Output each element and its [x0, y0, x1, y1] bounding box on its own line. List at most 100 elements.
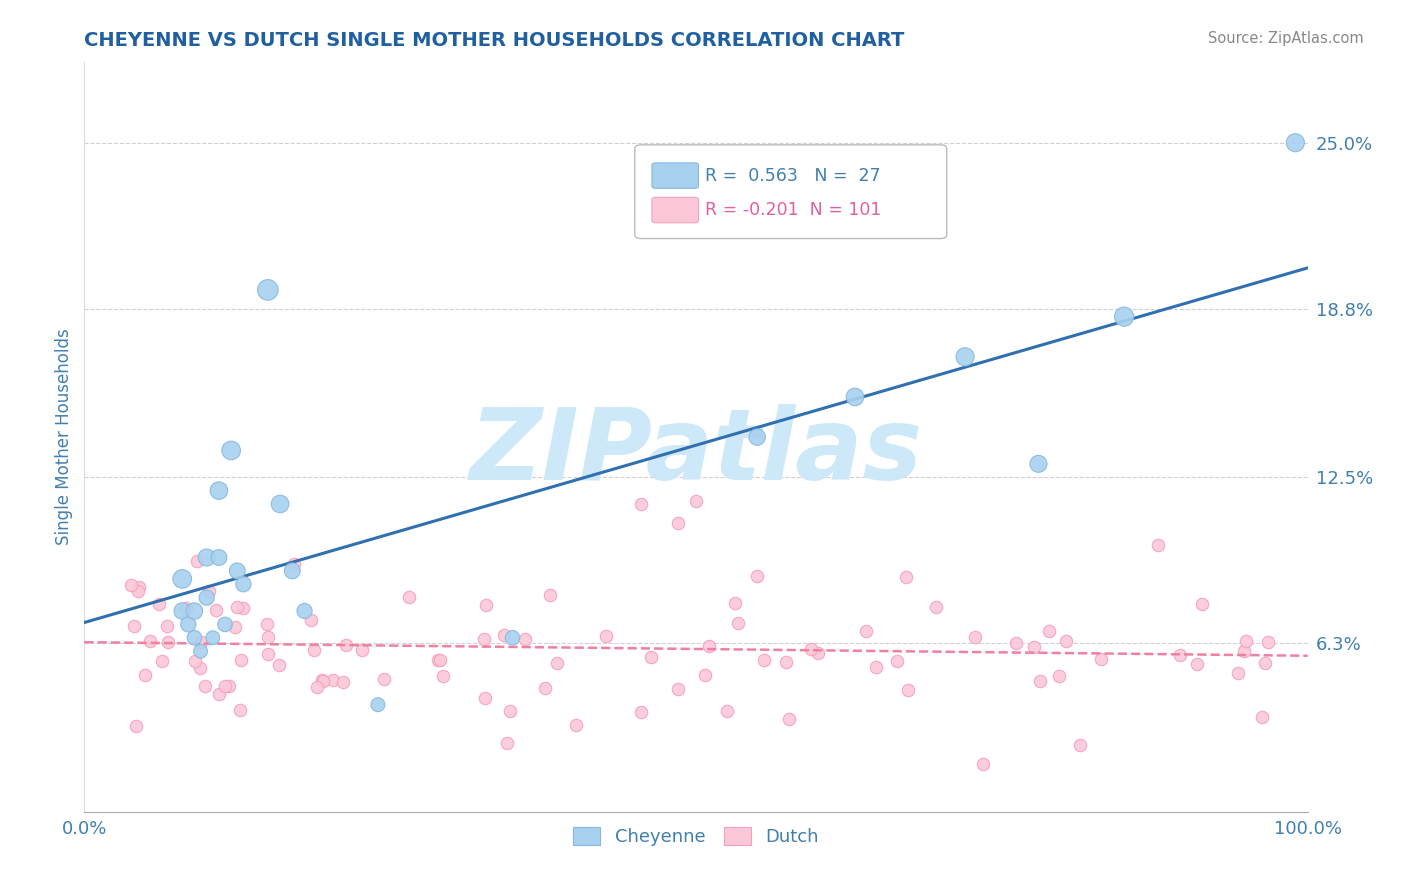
Point — [283, 557, 305, 571]
Point — [1069, 738, 1091, 752]
Text: R = -0.201  N = 101: R = -0.201 N = 101 — [704, 201, 882, 219]
Point — [172, 572, 194, 586]
Point — [1090, 652, 1112, 666]
Point — [745, 568, 768, 582]
Point — [256, 616, 278, 631]
Text: Source: ZipAtlas.com: Source: ZipAtlas.com — [1208, 31, 1364, 46]
Point — [332, 674, 354, 689]
Point — [1170, 648, 1192, 662]
Point — [496, 736, 519, 750]
Point — [534, 681, 557, 696]
Point — [752, 653, 775, 667]
Point — [205, 603, 228, 617]
Point — [257, 283, 280, 297]
Point — [157, 635, 180, 649]
Point — [219, 443, 242, 458]
Point — [190, 644, 212, 658]
Point — [367, 698, 389, 712]
Point — [373, 672, 395, 686]
Point — [281, 564, 304, 578]
Point — [398, 590, 420, 604]
Legend: Cheyenne, Dutch: Cheyenne, Dutch — [564, 818, 828, 855]
Point — [475, 598, 498, 612]
Point — [1233, 643, 1256, 657]
Point — [716, 704, 738, 718]
Text: ZIPatlas: ZIPatlas — [470, 403, 922, 500]
Point — [963, 630, 986, 644]
Point — [429, 653, 451, 667]
Point — [229, 653, 252, 667]
Point — [195, 550, 218, 565]
Point — [335, 638, 357, 652]
Point — [190, 634, 212, 648]
Point — [640, 649, 662, 664]
Point — [472, 632, 495, 647]
Point — [685, 494, 707, 508]
Point — [697, 639, 720, 653]
Point — [1114, 310, 1136, 324]
Point — [953, 350, 976, 364]
Point — [1257, 635, 1279, 649]
Point — [538, 588, 561, 602]
Point — [1005, 636, 1028, 650]
Point — [1024, 640, 1046, 654]
Point — [1251, 710, 1274, 724]
Point — [1254, 656, 1277, 670]
Point — [474, 690, 496, 705]
Point — [257, 631, 280, 645]
Point — [183, 654, 205, 668]
Point — [177, 617, 200, 632]
Point — [155, 619, 177, 633]
Point — [224, 620, 246, 634]
Point — [1236, 634, 1258, 648]
Point — [269, 657, 291, 672]
Point — [1047, 669, 1070, 683]
Point — [1147, 538, 1170, 552]
Text: CHEYENNE VS DUTCH SINGLE MOTHER HOUSEHOLDS CORRELATION CHART: CHEYENNE VS DUTCH SINGLE MOTHER HOUSEHOL… — [84, 30, 904, 50]
Point — [214, 617, 236, 632]
Point — [124, 619, 146, 633]
Point — [232, 601, 254, 615]
Point — [666, 681, 689, 696]
Point — [865, 659, 887, 673]
Point — [595, 628, 617, 642]
Point — [134, 668, 156, 682]
Point — [1054, 634, 1077, 648]
Point — [800, 641, 823, 656]
Point — [1191, 597, 1213, 611]
Point — [172, 604, 194, 618]
Point — [127, 583, 149, 598]
Point — [855, 624, 877, 639]
Point — [208, 550, 231, 565]
Point — [125, 719, 148, 733]
Point — [925, 600, 948, 615]
Point — [897, 682, 920, 697]
Point — [844, 390, 866, 404]
Text: R =  0.563   N =  27: R = 0.563 N = 27 — [704, 167, 880, 185]
Point — [208, 687, 231, 701]
Point — [350, 643, 373, 657]
Point — [139, 634, 162, 648]
Point — [1028, 457, 1050, 471]
Point — [630, 497, 652, 511]
FancyBboxPatch shape — [636, 145, 946, 238]
Point — [311, 673, 333, 688]
Point — [128, 580, 150, 594]
Point — [218, 679, 240, 693]
Point — [148, 597, 170, 611]
Point — [194, 679, 217, 693]
Point — [513, 632, 536, 647]
Point — [1185, 657, 1208, 672]
FancyBboxPatch shape — [652, 197, 699, 223]
Point — [201, 631, 224, 645]
Point — [307, 680, 329, 694]
Point — [1029, 674, 1052, 689]
Point — [666, 516, 689, 530]
Point — [499, 704, 522, 718]
Point — [896, 570, 918, 584]
Point — [294, 604, 316, 618]
Point — [1038, 624, 1060, 638]
Point — [269, 497, 291, 511]
Point — [426, 653, 449, 667]
Point — [778, 713, 800, 727]
